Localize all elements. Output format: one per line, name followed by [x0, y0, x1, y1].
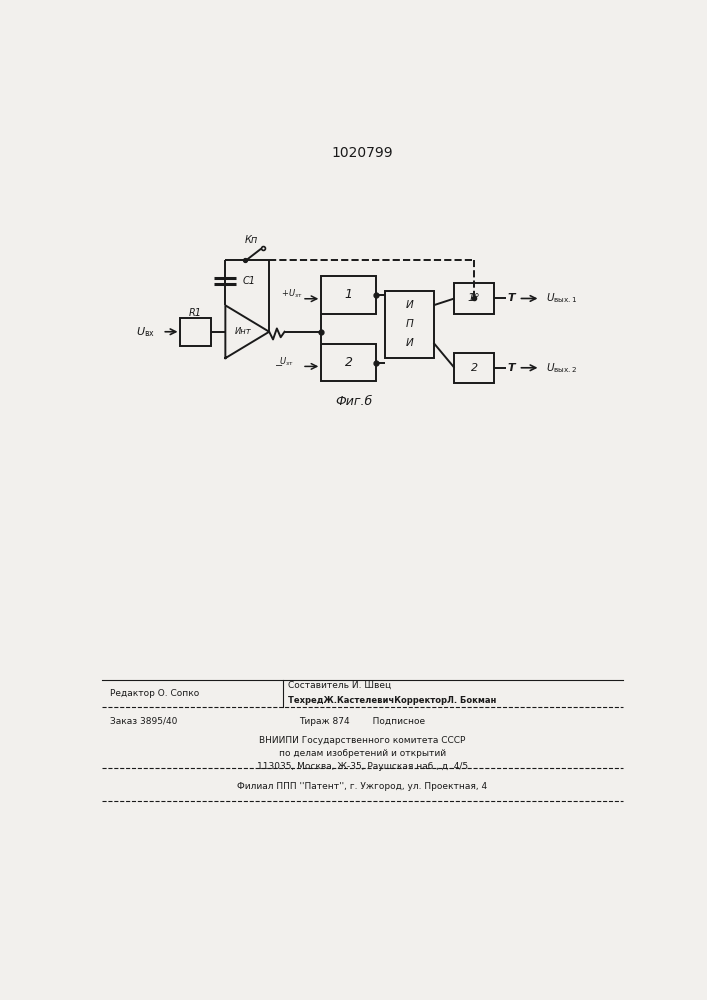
Text: И: И	[406, 338, 414, 348]
Text: 1°: 1°	[468, 293, 481, 303]
Bar	[180, 318, 211, 346]
Text: C1: C1	[243, 276, 256, 286]
Text: по делам изобретений и открытий: по делам изобретений и открытий	[279, 749, 446, 758]
Text: Заказ 3895/40: Заказ 3895/40	[110, 717, 177, 726]
Text: T: T	[508, 363, 515, 373]
Text: Филиал ППП ''Патент'', г. Ужгород, ул. Проектная, 4: Филиал ППП ''Патент'', г. Ужгород, ул. П…	[238, 782, 487, 791]
Text: Редактор О. Сопко: Редактор О. Сопко	[110, 689, 199, 698]
Text: Кп: Кп	[245, 235, 258, 245]
Text: T: T	[508, 293, 515, 303]
Bar	[455, 353, 494, 383]
Text: 2: 2	[344, 356, 353, 369]
Text: ВНИИПИ Государственного комитета СССР: ВНИИПИ Государственного комитета СССР	[259, 736, 465, 745]
Text: 113035, Москва, Ж-35, Раушская наб., д. 4/5: 113035, Москва, Ж-35, Раушская наб., д. …	[257, 762, 468, 771]
Text: 1020799: 1020799	[332, 146, 393, 160]
Text: Тираж 874        Подписное: Тираж 874 Подписное	[299, 717, 426, 726]
Text: $U_{\rm вых.1}$: $U_{\rm вых.1}$	[546, 292, 578, 305]
Text: Фиг.б: Фиг.б	[336, 395, 373, 408]
Text: $U_{\rm зт}$: $U_{\rm зт}$	[279, 356, 294, 368]
Text: +$U_{\rm зт}$: +$U_{\rm зт}$	[281, 288, 303, 300]
Text: $U_{\rm вх}$: $U_{\rm вх}$	[136, 325, 156, 339]
Text: Составитель И. Швец: Составитель И. Швец	[288, 681, 392, 690]
Text: ТехредЖ.КастелевичКорректорЛ. Бокман: ТехредЖ.КастелевичКорректорЛ. Бокман	[288, 696, 497, 705]
Bar	[321, 276, 376, 314]
Bar	[385, 290, 433, 358]
Text: 1: 1	[344, 288, 353, 301]
Text: −: −	[275, 361, 283, 371]
Text: $U_{\rm вых.2}$: $U_{\rm вых.2}$	[546, 361, 578, 375]
Text: 2: 2	[471, 363, 478, 373]
Text: R1: R1	[189, 308, 202, 318]
Text: Инт: Инт	[235, 327, 252, 336]
Text: И: И	[406, 300, 414, 310]
Text: П: П	[406, 319, 414, 329]
Bar	[321, 344, 376, 381]
Bar	[455, 283, 494, 314]
